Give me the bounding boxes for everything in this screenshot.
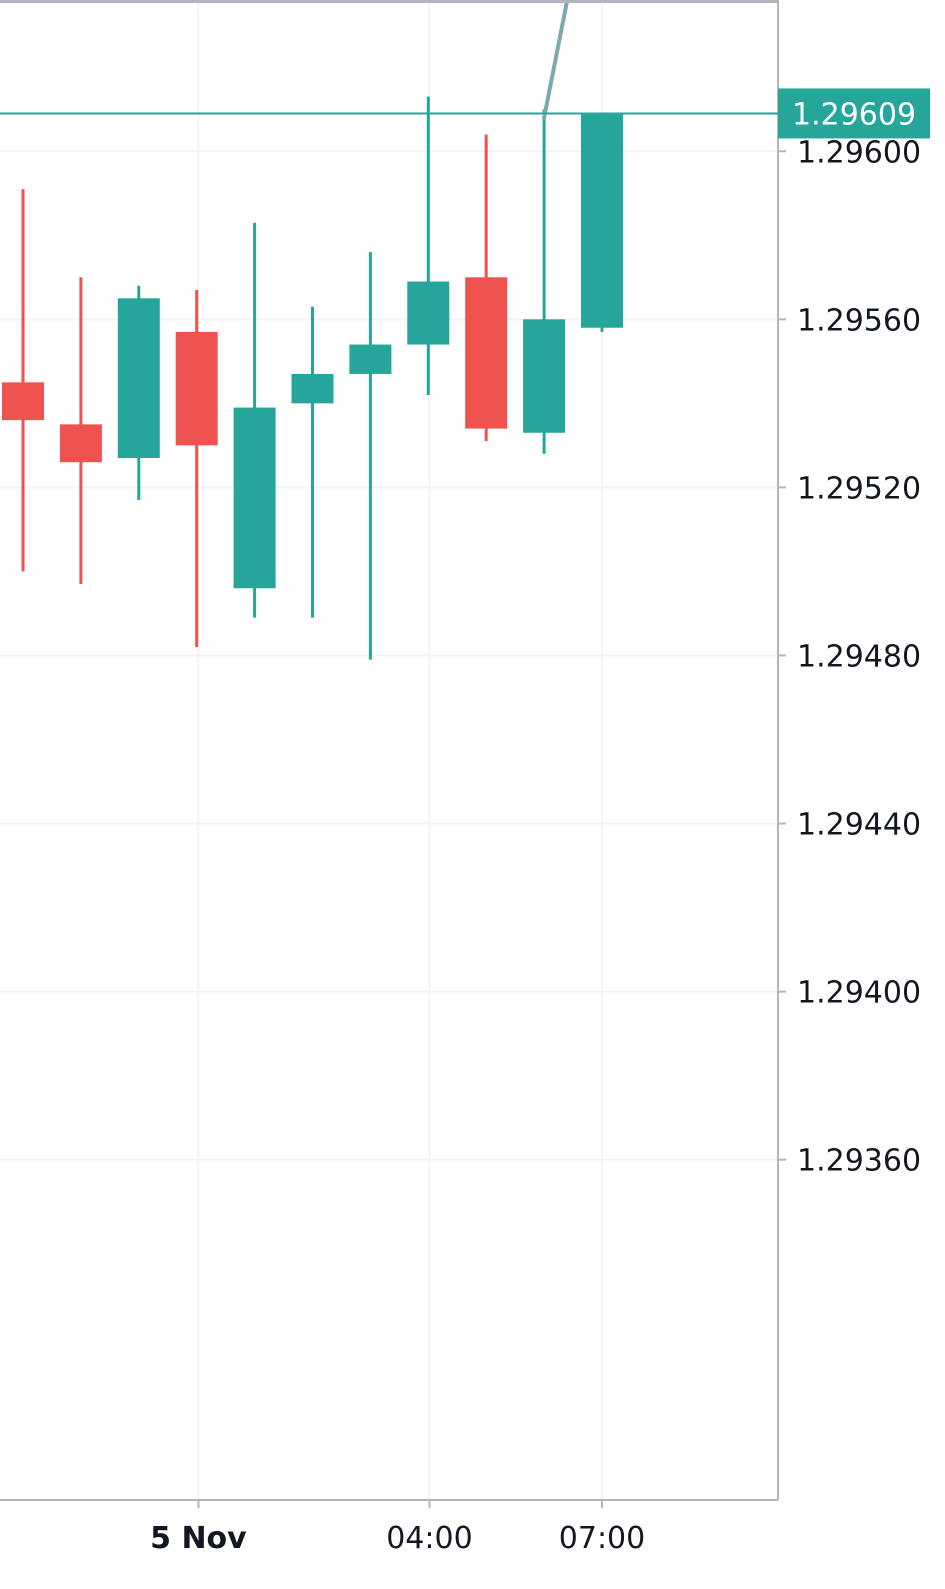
x-tick-label: 04:00 xyxy=(386,1521,472,1556)
candle-body xyxy=(117,298,160,458)
time-axis[interactable]: 5 Nov 04:00 07:00 xyxy=(150,1500,645,1556)
current-price-tag: 1.29609 xyxy=(0,88,930,139)
candle-bearish[interactable] xyxy=(175,289,218,648)
candle-bearish[interactable] xyxy=(2,189,44,572)
chart-axes xyxy=(0,0,779,1501)
y-tick-label: 1.29400 xyxy=(797,976,921,1011)
candle-body xyxy=(523,319,566,433)
candle-body xyxy=(465,277,508,429)
trend-line-drawing[interactable] xyxy=(542,0,570,120)
candle-body xyxy=(581,113,623,328)
candle-body xyxy=(175,331,218,446)
candle-body xyxy=(349,344,392,374)
current-price-badge xyxy=(778,88,930,139)
trend-line[interactable] xyxy=(542,0,570,120)
candle-body xyxy=(291,373,334,404)
candle-bearish[interactable] xyxy=(465,134,508,442)
candle-body xyxy=(59,424,102,463)
candle-body xyxy=(407,281,450,345)
price-axis[interactable]: 1.29600 1.29560 1.29520 1.29480 1.29440 1.294… xyxy=(778,135,921,1179)
candle-bullish[interactable] xyxy=(233,222,276,618)
x-tick-label: 5 Nov xyxy=(150,1521,247,1556)
candle-bullish[interactable] xyxy=(291,306,334,618)
candle-bullish[interactable] xyxy=(407,96,450,395)
candle-bearish[interactable] xyxy=(59,277,102,585)
candle-bullish[interactable] xyxy=(117,285,160,500)
candle-bullish[interactable] xyxy=(523,109,566,454)
candle-body xyxy=(233,407,276,589)
y-tick-label: 1.29480 xyxy=(797,639,921,674)
candle-bullish[interactable] xyxy=(349,252,392,660)
candle-series[interactable] xyxy=(2,96,623,660)
x-tick-label: 07:00 xyxy=(559,1521,645,1556)
candle-bullish[interactable] xyxy=(581,113,623,332)
y-tick-label: 1.29560 xyxy=(797,303,921,338)
y-tick-label: 1.29600 xyxy=(797,135,921,170)
y-tick-label: 1.29520 xyxy=(797,471,921,506)
current-price-label: 1.29609 xyxy=(792,97,916,132)
candle-body xyxy=(2,382,44,421)
y-tick-label: 1.29440 xyxy=(797,808,921,843)
y-tick-label: 1.29360 xyxy=(797,1144,921,1179)
